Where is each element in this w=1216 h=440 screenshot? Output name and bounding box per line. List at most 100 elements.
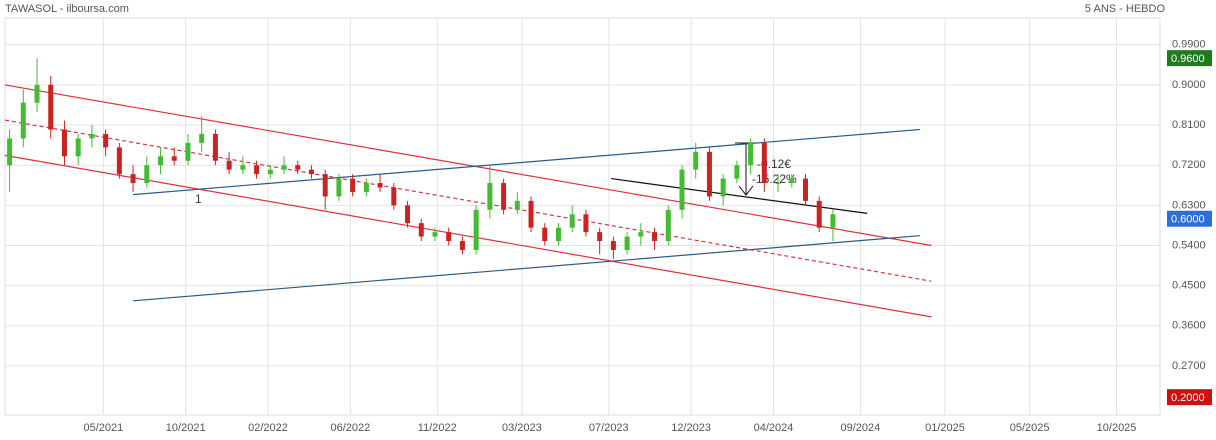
x-tick-label: 05/2025 <box>1010 422 1050 434</box>
candle-body <box>116 147 122 175</box>
annotation: 1 <box>195 192 202 206</box>
trend-line <box>611 177 868 214</box>
candle-body <box>267 169 273 175</box>
y-tick-label: 0.3600 <box>1172 320 1206 332</box>
candle-body <box>103 133 109 148</box>
candle-body <box>706 151 712 197</box>
candle-body <box>514 200 520 210</box>
candle-body <box>418 223 424 237</box>
trend-line <box>4 84 932 247</box>
candle-body <box>171 156 177 161</box>
y-tick-label: 0.6300 <box>1172 199 1206 211</box>
candle-body <box>473 209 479 250</box>
candle-body <box>542 227 548 242</box>
y-tick-label: 0.7200 <box>1172 159 1206 171</box>
plot-area <box>4 17 1161 416</box>
candle-body <box>20 102 26 139</box>
candle-body <box>761 142 767 184</box>
candle-body <box>652 232 658 242</box>
x-tick-label: 11/2022 <box>418 422 457 434</box>
candle-body <box>405 205 411 224</box>
price-tag-label: 0.9600 <box>1171 53 1205 65</box>
x-tick-label: 07/2023 <box>589 422 629 434</box>
candle-body <box>34 84 40 103</box>
candle-body <box>254 165 260 175</box>
candle-body <box>75 138 81 157</box>
x-tick-label: 09/2024 <box>841 422 881 434</box>
price-tag <box>1167 50 1212 67</box>
candle-body <box>281 165 287 170</box>
candle-body <box>350 178 356 192</box>
price-tag <box>1167 389 1212 406</box>
chart-title: TAWASOL - ilboursa.com <box>5 3 129 15</box>
x-tick-label: 01/2025 <box>925 422 965 434</box>
price-tag <box>1167 210 1212 227</box>
candle-body <box>199 133 205 143</box>
y-tick-label: 0.8100 <box>1172 119 1206 131</box>
price-tag-label: 0.6000 <box>1171 214 1205 226</box>
candle-body <box>624 236 630 250</box>
candle-body <box>555 227 561 242</box>
candle-body <box>830 214 836 228</box>
candle-body <box>240 165 246 170</box>
candle-body <box>775 183 781 185</box>
x-tick-label: 12/2023 <box>671 422 711 434</box>
candle-body <box>48 84 54 130</box>
candle-body <box>7 138 13 166</box>
y-tick-label: 0.5400 <box>1172 239 1206 251</box>
candle-body <box>322 174 328 197</box>
trend-line <box>133 128 920 196</box>
candle-body <box>185 142 191 161</box>
candle-body <box>377 183 383 188</box>
candle-body <box>528 200 534 228</box>
candle-body <box>487 183 493 210</box>
x-tick-label: 02/2022 <box>248 422 288 434</box>
candle-body <box>432 232 438 237</box>
candle-body <box>501 183 507 210</box>
trend-line <box>133 235 920 302</box>
trend-line <box>4 154 932 318</box>
candle-body <box>336 178 342 197</box>
candle-body <box>597 232 603 242</box>
chart-subtitle: 5 ANS - HEBDO <box>1085 3 1166 15</box>
candle-body <box>212 133 218 161</box>
candle-body <box>295 165 301 170</box>
candle-body <box>89 133 95 139</box>
y-tick-label: 0.9900 <box>1172 39 1206 51</box>
candle-body <box>130 174 136 184</box>
candle-body <box>569 214 575 228</box>
candle-body <box>226 160 232 170</box>
y-tick-label: 0.2700 <box>1172 360 1206 372</box>
candle-body <box>158 156 164 166</box>
grid <box>5 18 1160 415</box>
candle-body <box>583 214 589 233</box>
candle-body <box>363 183 369 192</box>
candle-body <box>789 178 795 184</box>
candle-body <box>144 165 150 184</box>
x-tick-label: 10/2025 <box>1097 422 1137 434</box>
candle-body <box>638 232 644 237</box>
candle-body <box>665 209 671 242</box>
candle-body <box>802 178 808 201</box>
candle-body <box>693 151 699 170</box>
price-tag-label: 0.2000 <box>1171 392 1205 404</box>
candle-body <box>446 232 452 242</box>
candle-body <box>308 169 314 175</box>
candle-body <box>610 241 616 250</box>
x-tick-label: 05/2021 <box>83 422 123 434</box>
x-tick-label: 06/2022 <box>330 422 370 434</box>
candle-body <box>816 200 822 228</box>
candle-body <box>748 142 754 166</box>
candle-body <box>459 241 465 250</box>
candle-body <box>679 169 685 210</box>
candle-body <box>734 165 740 179</box>
x-tick-label: 10/2021 <box>166 422 206 434</box>
candle-body <box>61 129 67 157</box>
candle-body <box>720 178 726 197</box>
x-tick-label: 03/2023 <box>502 422 542 434</box>
trend-line <box>4 119 932 282</box>
y-tick-label: 0.9000 <box>1172 79 1206 91</box>
y-tick-label: 0.4500 <box>1172 280 1206 292</box>
x-tick-label: 04/2024 <box>754 422 794 434</box>
